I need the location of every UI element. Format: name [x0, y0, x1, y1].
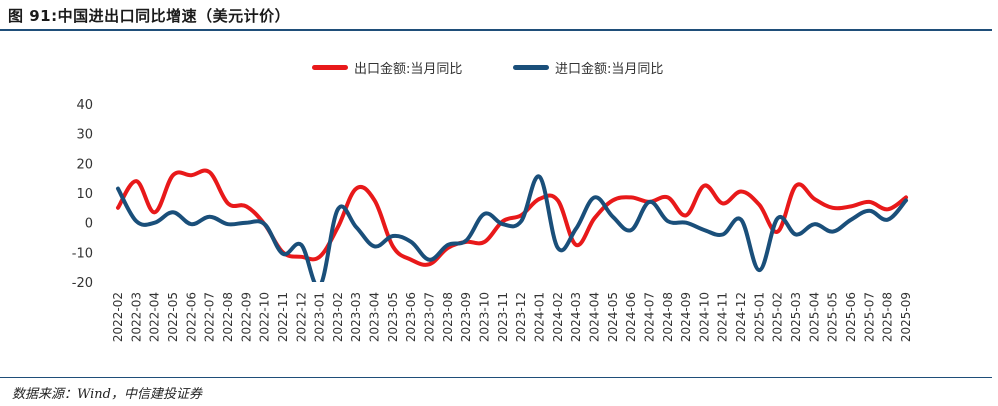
figure-title: 图 91:中国进出口同比增速（美元计价）: [8, 7, 291, 25]
x-tick-label: 2022-02: [111, 292, 125, 342]
x-tick-label: 2025-01: [752, 292, 766, 342]
legend: 出口金额:当月同比 进口金额:当月同比: [0, 58, 998, 78]
x-tick-label: 2024-04: [587, 292, 601, 342]
x-tick-label: 2022-10: [258, 292, 272, 342]
x-tick-label: 2025-08: [881, 292, 895, 342]
x-tick-label: 2023-11: [496, 292, 510, 342]
x-tick-label: 2024-07: [642, 292, 656, 342]
x-tick-label: 2023-04: [368, 292, 382, 342]
title-bar: 图 91:中国进出口同比增速（美元计价）: [0, 0, 998, 30]
x-tick-label: 2025-04: [807, 292, 821, 342]
x-tick-label: 2024-03: [569, 292, 583, 342]
x-tick-label: 2022-12: [294, 292, 308, 342]
x-tick-label: 2023-09: [459, 292, 473, 342]
x-tick-label: 2023-02: [331, 292, 345, 342]
legend-swatch-export: [312, 65, 348, 70]
x-axis: 2022-02 2022-03 2022-04 2022-05 2022-06 2022-…: [111, 292, 913, 342]
legend-label-export: 出口金额:当月同比: [354, 62, 463, 77]
x-tick-label: 2025-07: [862, 292, 876, 342]
x-tick-label: 2023-10: [478, 292, 492, 342]
x-tick-label: 2022-08: [221, 292, 235, 342]
x-tick-label: 2025-03: [789, 292, 803, 342]
legend-item-import: 进口金额:当月同比: [513, 58, 663, 77]
x-tick-label: 2024-09: [679, 292, 693, 342]
x-tick-label: 2024-10: [697, 292, 711, 342]
x-tick-label: 2024-08: [661, 292, 675, 342]
x-tick-label: 2025-06: [844, 292, 858, 342]
footer-rule: [0, 377, 992, 378]
y-tick-label: 30: [76, 128, 93, 143]
x-tick-label: 2025-05: [826, 292, 840, 342]
x-tick-label: 2024-11: [716, 292, 730, 342]
x-tick-label: 2023-07: [423, 292, 437, 342]
x-tick-label: 2022-05: [166, 292, 180, 342]
y-tick-label: 40: [76, 98, 93, 113]
x-tick-label: 2022-06: [184, 292, 198, 342]
import-series-line: [116, 174, 908, 282]
x-tick-label: 2024-06: [624, 292, 638, 342]
x-tick-label: 2023-03: [349, 292, 363, 342]
x-tick-label: 2022-04: [148, 292, 162, 342]
x-tick-label: 2023-12: [514, 292, 528, 342]
legend-label-import: 进口金额:当月同比: [555, 62, 664, 77]
x-tick-label: 2023-01: [313, 292, 327, 342]
y-tick-label: 20: [76, 157, 93, 172]
x-tick-label: 2025-09: [899, 292, 913, 342]
x-tick-label: 2022-07: [203, 292, 217, 342]
x-tick-label: 2025-02: [771, 292, 785, 342]
x-tick-label: 2024-02: [551, 292, 565, 342]
source-note: 数据来源：Wind，中信建投证券: [12, 387, 202, 402]
x-tick-label: 2023-06: [404, 292, 418, 342]
x-tick-label: 2022-11: [276, 292, 290, 342]
series-layer: [116, 168, 908, 282]
x-tick-label: 2023-08: [441, 292, 455, 342]
y-tick-label: -10: [72, 246, 93, 261]
export-series-line: [116, 168, 908, 267]
x-tick-label: 2023-05: [386, 292, 400, 342]
x-tick-label: 2024-05: [606, 292, 620, 342]
legend-swatch-import: [513, 65, 549, 70]
x-tick-label: 2024-12: [734, 292, 748, 342]
legend-item-export: 出口金额:当月同比: [312, 58, 462, 77]
y-tick-label: 0: [85, 217, 93, 232]
x-tick-label: 2022-09: [239, 292, 253, 342]
x-tick-label: 2022-03: [129, 292, 143, 342]
y-tick-label: -20: [72, 276, 93, 291]
x-tick-label: 2024-01: [532, 292, 546, 342]
y-axis: 40 30 20 10 0 -10 -20: [72, 98, 93, 291]
y-tick-label: 10: [76, 187, 93, 202]
title-rule: [0, 29, 992, 31]
